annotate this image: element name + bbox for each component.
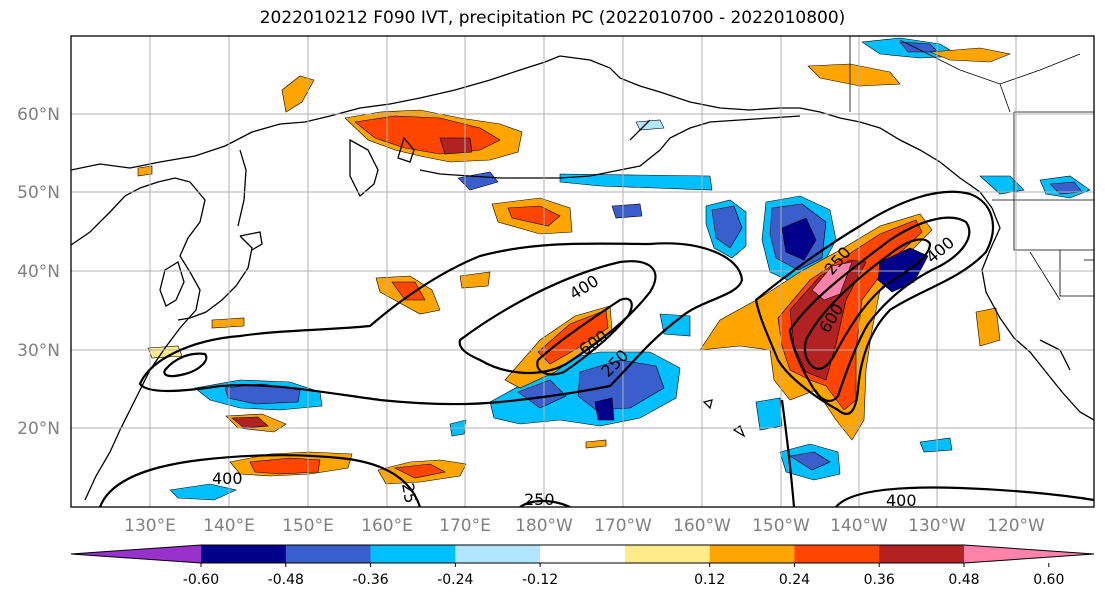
gridlines — [71, 36, 1094, 507]
lon-label: 170°E — [439, 516, 491, 536]
lat-label: 50°N — [17, 183, 60, 203]
lon-label: 170°W — [594, 516, 652, 536]
ivt-contours — [98, 190, 1094, 507]
colorbar-segment — [540, 545, 626, 563]
map-frame — [70, 35, 1095, 508]
colorbar-segment — [709, 545, 795, 563]
colorbar-tick-label: 0.60 — [1033, 572, 1064, 588]
colorbar-segment — [455, 545, 541, 563]
colorbar-tick-label: -0.60 — [183, 572, 219, 588]
colorbar-segment — [285, 545, 372, 563]
contour-label: 400 — [886, 491, 917, 510]
lat-label: 20°N — [17, 419, 60, 439]
lon-label: 130°W — [908, 516, 966, 536]
colorbar-segment — [794, 545, 880, 563]
colorbar-tick-label: 0.36 — [864, 572, 895, 588]
lat-label: 40°N — [17, 262, 60, 282]
lon-label: 130°E — [124, 516, 176, 536]
lon-label: 120°W — [987, 516, 1045, 536]
colorbar-tick-label: -0.48 — [268, 572, 304, 588]
colorbar-extend-low — [71, 545, 201, 563]
contour-label: 25 — [398, 481, 420, 504]
colorbar-segment — [624, 545, 711, 563]
lon-label: 160°E — [361, 516, 413, 536]
colorbar-extend-high — [964, 545, 1094, 563]
lat-labels: 60°N 50°N 40°N 30°N 20°N — [17, 105, 60, 439]
colorbar-segment — [879, 545, 965, 563]
lat-label: 60°N — [17, 105, 60, 125]
colorbar-tick-label: 0.12 — [694, 572, 725, 588]
map-panel: 400 600 250 250 600 400 400 250 25 400 — [71, 36, 1094, 510]
colorbar-tick-label: -0.36 — [352, 572, 388, 588]
colorbar-segments — [70, 544, 1095, 564]
lat-label: 30°N — [17, 341, 60, 361]
colorbar-tick-label: -0.24 — [437, 572, 473, 588]
colorbar-tick-label: -0.12 — [522, 572, 558, 588]
lon-label: 140°W — [830, 516, 888, 536]
precipitation-shading — [137, 37, 1091, 501]
lon-label: 160°W — [673, 516, 731, 536]
colorbar: -0.60 -0.48 -0.36 -0.24 -0.12 0.12 0.24 0.36 0.4… — [70, 544, 1095, 588]
colorbar-segment — [201, 545, 287, 563]
contour-label: 250 — [524, 490, 555, 509]
colorbar-ticks — [200, 563, 1050, 567]
lon-labels: 130°E 140°E 150°E 160°E 170°E 180°W 170°… — [124, 516, 1045, 536]
country-borders — [849, 36, 1094, 301]
colorbar-segment — [370, 545, 456, 563]
map-title: 2022010212 F090 IVT, precipitation PC (2… — [259, 8, 846, 28]
colorbar-tick-label: 0.48 — [948, 572, 979, 588]
lon-label: 140°E — [203, 516, 255, 536]
colorbar-tick-label: 0.24 — [779, 572, 810, 588]
lon-label: 180°W — [515, 516, 573, 536]
lon-label: 150°E — [282, 516, 334, 536]
colorbar-labels: -0.60 -0.48 -0.36 -0.24 -0.12 0.12 0.24 0.36 0.4… — [183, 572, 1064, 588]
contour-label: 400 — [212, 469, 243, 488]
lon-label: 150°W — [752, 516, 810, 536]
